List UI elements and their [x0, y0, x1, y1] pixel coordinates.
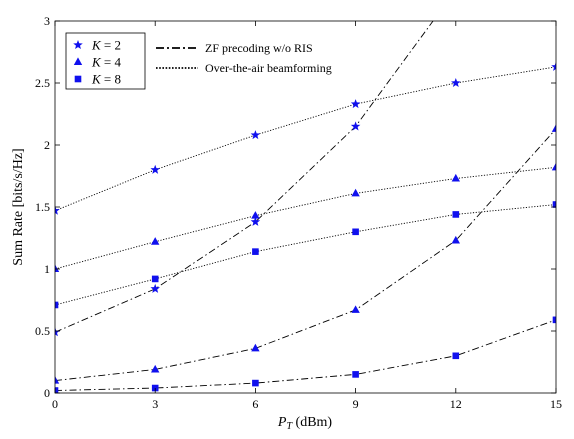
- data-point-k4-dotted: [55, 264, 60, 272]
- data-point-k4-dotted: [151, 237, 160, 245]
- x-tick-label: 0: [52, 397, 58, 411]
- y-tick-label: 2: [44, 138, 50, 152]
- legend-marker-square: [74, 75, 82, 83]
- x-tick-label: 12: [450, 397, 462, 411]
- y-axis-label: Sum Rate [bits/s/Hz]: [11, 148, 26, 265]
- data-point-k8-dotted: [151, 275, 159, 283]
- data-point-k2-dashdot: [55, 327, 60, 337]
- x-axis-ticks: 0 3 6 9 12 15: [52, 21, 562, 411]
- y-tick-label: 1: [44, 262, 50, 276]
- data-point-k8-dashdot: [55, 387, 59, 393]
- data-point-k4-dotted: [351, 188, 360, 197]
- data-point-k8-dashdot: [352, 371, 359, 378]
- legend-entry-dashdot: ZF precoding w/o RIS: [205, 41, 313, 55]
- legend-marker-triangle: [73, 57, 83, 65]
- data-point-k2-dashdot: [250, 216, 261, 226]
- data-point-k2-dotted: [150, 164, 160, 174]
- x-tick-label: 15: [550, 397, 562, 411]
- x-tick-label: 6: [252, 397, 258, 411]
- legend-entry-dotted: Over-the-air beamforming: [205, 61, 332, 75]
- y-tick-label: 0.5: [35, 324, 50, 338]
- x-axis-label: PT (dBm): [277, 415, 333, 432]
- data-point-k2-dotted: [451, 78, 461, 88]
- y-axis-ticks: 0 0.5 1 1.5 2 2.5 3: [35, 14, 556, 400]
- y-tick-label: 2.5: [35, 76, 50, 90]
- data-point-k4-dashdot: [251, 343, 260, 352]
- series-line-k2-dashdot: [55, 21, 434, 333]
- data-point-k2-dashdot: [350, 121, 361, 131]
- data-point-k4-dotted: [451, 173, 460, 182]
- series-line-k8-dashdot: [55, 319, 556, 391]
- y-tick-label: 0: [44, 386, 50, 400]
- data-point-k2-dotted: [250, 130, 261, 140]
- data-point-k4-dashdot: [351, 305, 360, 313]
- legend-entry-k: K = 2: [91, 38, 121, 53]
- data-point-k8-dashdot: [452, 352, 460, 360]
- legend-marker-star: [73, 40, 83, 50]
- data-point-k2-dotted: [350, 99, 361, 109]
- data-point-k8-dotted: [452, 211, 460, 218]
- data-point-k4-dashdot: [451, 235, 460, 244]
- series-markers: [55, 61, 556, 393]
- data-point-k2-dashdot: [150, 283, 160, 293]
- series-line-k2-dotted: [55, 66, 556, 212]
- data-point-k2-dotted: [551, 61, 556, 71]
- data-point-k8-dotted: [352, 228, 359, 236]
- data-point-k4-dashdot: [551, 124, 556, 132]
- series-line-k4-dashdot: [55, 128, 556, 382]
- line-style-legend: ZF precoding w/o RIS Over-the-air beamfor…: [156, 41, 332, 75]
- series-line-k4-dotted: [55, 166, 556, 270]
- data-point-k2-dotted: [55, 205, 60, 215]
- x-tick-label: 9: [353, 397, 359, 411]
- series-lines: [55, 21, 556, 391]
- data-point-k4-dashdot: [151, 364, 160, 373]
- data-point-k8-dotted: [552, 201, 556, 208]
- y-tick-label: 1.5: [35, 200, 50, 214]
- legend-entry-k: K = 8: [91, 72, 121, 87]
- data-point-k8-dotted: [55, 301, 59, 309]
- data-point-k4-dashdot: [55, 376, 60, 384]
- legend-entry-k: K = 4: [91, 55, 122, 70]
- data-point-k4-dotted: [551, 162, 556, 171]
- marker-legend: K = 2 K = 4 K = 8: [65, 32, 146, 90]
- series-line-k8-dotted: [55, 204, 556, 306]
- data-point-k4-dotted: [251, 211, 260, 219]
- x-tick-label: 3: [152, 397, 158, 411]
- data-point-k8-dashdot: [252, 379, 259, 387]
- data-point-k8-dashdot: [552, 316, 556, 324]
- data-point-k8-dotted: [252, 248, 259, 255]
- y-tick-label: 3: [44, 14, 50, 28]
